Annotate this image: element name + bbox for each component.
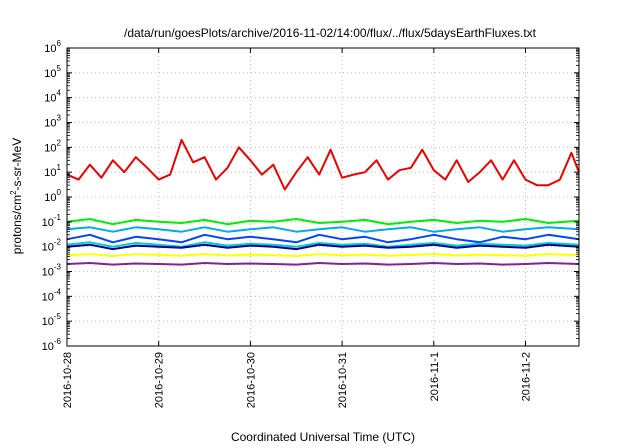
series-line <box>66 243 580 251</box>
series-line <box>66 218 580 226</box>
series-line <box>66 226 580 233</box>
series-line <box>66 241 580 248</box>
y-tick-label: 10-1 <box>42 213 62 229</box>
x-tick-labels: 2016-10-28 2016-10-29 2016-10-30 2016-10-31… <box>62 352 533 408</box>
series-line <box>66 138 580 191</box>
y-tick-label: 102 <box>44 138 61 154</box>
y-tick-label: 10-5 <box>42 312 62 328</box>
y-axis-label-sup: 2 <box>9 190 18 195</box>
grid-layer <box>67 48 579 346</box>
y-tick-label: 10-6 <box>42 337 62 353</box>
y-tick-label: 106 <box>44 39 61 55</box>
x-tick-label: 2016-11-1 <box>429 352 441 401</box>
y-tick-label: 105 <box>44 64 61 80</box>
series-layer <box>66 138 580 266</box>
y-tick-label: 100 <box>44 188 61 204</box>
x-tick-label: 2016-10-29 <box>154 352 166 408</box>
x-tick-label: 2016-10-31 <box>337 352 349 408</box>
series-line <box>66 262 580 266</box>
y-tick-label: 10-3 <box>42 263 62 279</box>
x-tick-label: 2016-10-28 <box>62 352 74 408</box>
x-tick-label: 2016-11-2 <box>521 352 533 401</box>
y-tick-labels: 10-6 10-5 10-4 10-3 10-2 10-1 100 101 102 103 104 1… <box>42 39 62 353</box>
y-axis-label: protons/cm2-s-sr-MeV <box>9 138 24 254</box>
y-axis-label-main: protons/cm <box>10 195 24 254</box>
series-line <box>66 233 580 244</box>
y-axis-label-rest: -s-sr-MeV <box>10 138 24 191</box>
y-tick-label: 103 <box>44 114 61 130</box>
y-tick-label: 10-4 <box>42 287 62 303</box>
y-tick-label: 10-2 <box>42 238 62 254</box>
y-tick-label: 104 <box>44 89 61 105</box>
x-tick-label: 2016-10-30 <box>245 352 257 408</box>
tick-layer <box>66 47 579 347</box>
y-tick-label: 101 <box>44 163 61 179</box>
series-line <box>66 253 580 257</box>
chart-title: /data/run/goesPlots/archive/2016-11-02/1… <box>124 26 537 40</box>
x-axis-label: Coordinated Universal Time (UTC) <box>231 430 415 444</box>
